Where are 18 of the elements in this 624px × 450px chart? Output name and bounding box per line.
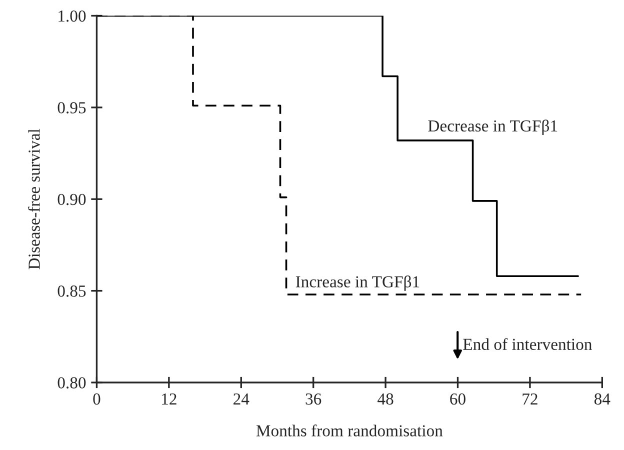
x-tick-label: 36 <box>306 393 322 405</box>
annotation: Decrease in TGFβ1 <box>428 120 558 135</box>
annotation: End of intervention <box>463 338 592 350</box>
y-tick-label: 0.95 <box>58 102 86 114</box>
x-tick-label: 48 <box>378 393 394 405</box>
x-tick-label: 84 <box>594 393 610 405</box>
y-tick-label: 1.00 <box>58 10 86 22</box>
annotation: Increase in TGFβ1 <box>296 276 420 291</box>
y-tick-label: 0.90 <box>58 194 86 206</box>
y-tick-label: 0.80 <box>58 377 86 389</box>
x-tick-label: 60 <box>450 393 466 405</box>
x-axis-title: Months from randomisation <box>256 424 443 436</box>
x-tick-label: 0 <box>93 393 100 405</box>
y-axis-title: Disease-free survival <box>28 128 40 270</box>
x-tick-label: 12 <box>162 393 176 404</box>
y-tick-label: 0.85 <box>58 286 86 297</box>
x-tick-label: 72 <box>522 393 538 404</box>
x-tick-label: 24 <box>234 393 250 404</box>
